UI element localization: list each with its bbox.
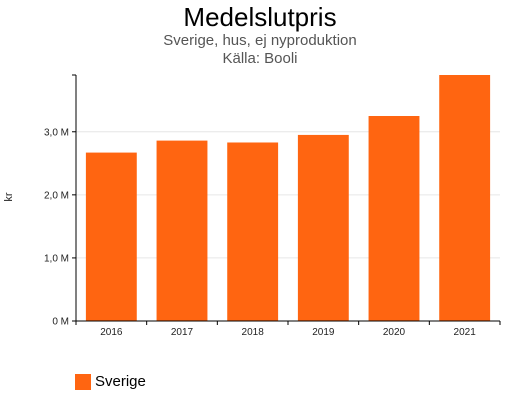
y-axis-title: kr <box>3 192 15 202</box>
legend: Sverige <box>75 373 146 391</box>
y-tick-label-3: 3,0 M <box>44 127 69 138</box>
legend-swatch <box>75 374 91 390</box>
y-tick-label-2: 2,0 M <box>44 190 69 201</box>
bar-2020 <box>368 116 420 321</box>
x-tick-label-2021: 2021 <box>454 327 477 338</box>
chart-source: Källa: Booli <box>222 50 298 67</box>
y-tick-label-1: 1,0 M <box>44 253 69 264</box>
chart-subtitle: Sverige, hus, ej nyproduktion <box>163 32 357 49</box>
x-tick-label-2016: 2016 <box>100 327 123 338</box>
bar-2021 <box>439 75 491 321</box>
bar-2017 <box>156 140 208 321</box>
x-tick-label-2019: 2019 <box>312 327 335 338</box>
x-tick-label-2018: 2018 <box>242 327 265 338</box>
x-tick-label-2017: 2017 <box>171 327 194 338</box>
y-tick-label-0: 0 M <box>52 317 69 328</box>
bar-2016 <box>85 152 137 321</box>
chart-title: Medelslutpris <box>183 2 337 32</box>
bar-2019 <box>297 134 349 321</box>
bar-2018 <box>227 142 279 321</box>
legend-label-sverige: Sverige <box>95 373 146 390</box>
x-tick-label-2020: 2020 <box>383 327 406 338</box>
